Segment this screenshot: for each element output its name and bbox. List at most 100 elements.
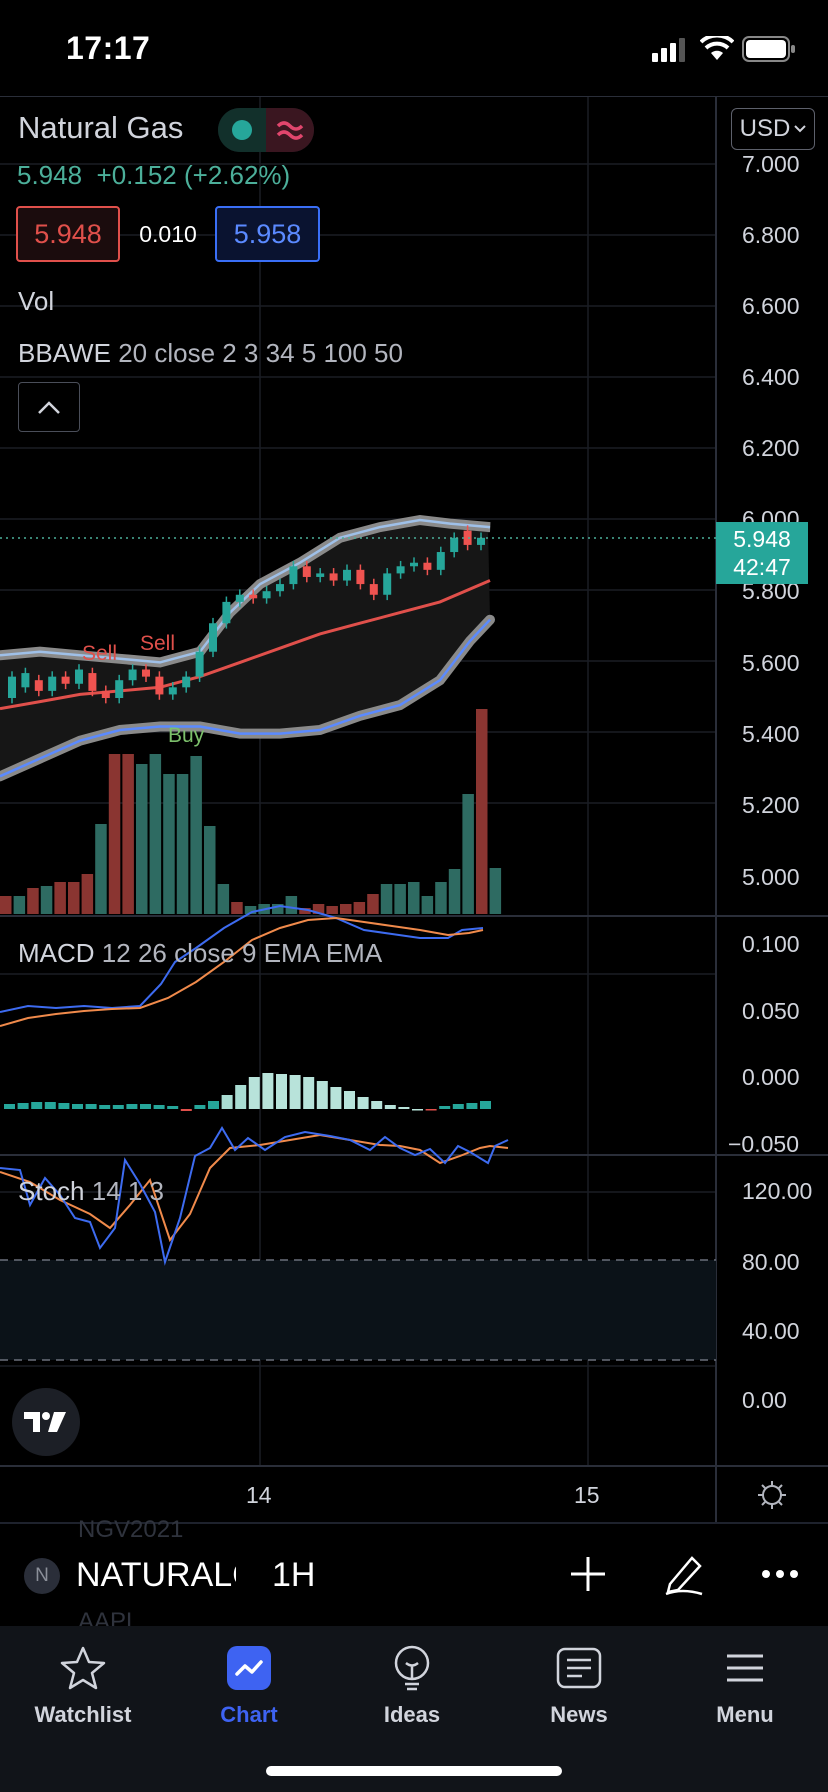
macd-axis-label: −0.050: [728, 1131, 799, 1157]
candle-body: [115, 680, 124, 698]
tab-news[interactable]: News: [496, 1626, 662, 1746]
macd-histogram-bar: [58, 1103, 70, 1109]
tradingview-logo-icon: [24, 1412, 66, 1432]
more-options-icon[interactable]: [760, 1566, 800, 1582]
collapse-legend-button[interactable]: [18, 382, 80, 432]
battery-icon: [742, 36, 795, 62]
candle-body: [88, 673, 97, 691]
stoch-legend[interactable]: Stoch 14 1 3: [18, 1176, 164, 1207]
candle-body: [155, 676, 164, 695]
macd-legend[interactable]: MACD 12 26 close 9 EMA EMA: [18, 938, 382, 969]
macd-histogram-bar: [262, 1073, 274, 1109]
market-status-pill[interactable]: [218, 108, 314, 152]
candle-body: [329, 573, 338, 581]
volume-bar: [353, 902, 366, 914]
volume-bar: [136, 764, 148, 914]
macd-histogram-bar: [330, 1087, 342, 1109]
candle-body: [289, 566, 298, 585]
macd-axis-label: 0.100: [742, 931, 800, 957]
drawing-pen-icon[interactable]: [662, 1552, 706, 1596]
symbol-avatar: N: [24, 1558, 60, 1594]
candle-body: [316, 573, 325, 577]
stoch-axis-label: 0.00: [742, 1387, 787, 1413]
bottom-tab-bar: Watchlist Chart Ideas: [0, 1626, 828, 1792]
tab-menu[interactable]: Menu: [662, 1626, 828, 1746]
bbawe-legend-name: BBAWE: [18, 338, 111, 368]
candle-body: [343, 569, 351, 581]
volume-bar: [0, 896, 12, 914]
bbawe-legend[interactable]: BBAWE 20 close 2 3 34 5 100 50: [18, 338, 403, 369]
price-axis-label: 6.400: [742, 364, 800, 390]
market-open-dot-icon: [232, 120, 252, 140]
macd-histogram-bar: [17, 1103, 29, 1109]
symbol-selector[interactable]: NATURALGAS: [76, 1556, 236, 1594]
macd-histogram-bar: [466, 1103, 478, 1109]
volume-bar: [149, 754, 162, 914]
macd-histogram-bar: [4, 1104, 15, 1109]
symbol-title[interactable]: Natural Gas: [18, 110, 184, 145]
volume-bar: [312, 904, 325, 914]
candle-body: [262, 591, 271, 599]
stoch-axis-label: 80.00: [742, 1249, 800, 1275]
macd-histogram-bar: [316, 1081, 328, 1109]
tab-label: Menu: [716, 1702, 774, 1727]
tradingview-logo[interactable]: [12, 1388, 80, 1456]
tab-chart[interactable]: Chart: [166, 1626, 332, 1746]
volume-bar: [380, 884, 393, 914]
volume-bar: [81, 874, 94, 914]
hamburger-icon: [727, 1654, 763, 1682]
volume-bar: [489, 868, 502, 914]
macd-histogram-bar: [384, 1105, 396, 1109]
last-price-tag: 5.948 42:47: [716, 522, 808, 584]
volume-legend[interactable]: Vol: [18, 286, 54, 317]
candle-body: [396, 566, 405, 574]
volume-bar: [244, 906, 257, 914]
currency-label: USD: [739, 115, 791, 142]
macd-histogram-bar: [412, 1109, 423, 1111]
stoch-k-line: [0, 1126, 509, 1266]
sell-price-button[interactable]: 5.948: [16, 206, 120, 262]
tab-label: News: [550, 1702, 608, 1727]
macd-histogram-bar: [112, 1105, 124, 1109]
volume-bar: [326, 906, 338, 914]
status-time: 17:17: [66, 30, 151, 66]
macd-axis-label: 0.000: [742, 1064, 800, 1090]
macd-histogram-bar: [425, 1109, 437, 1111]
macd-histogram-bar: [452, 1104, 464, 1109]
candle-body: [34, 680, 43, 691]
candle-body: [61, 676, 70, 684]
candle-body: [182, 676, 191, 688]
candle-body: [410, 562, 418, 567]
interval-selector[interactable]: 1H: [272, 1556, 316, 1594]
volume-bar: [54, 882, 66, 914]
buy-price-button[interactable]: 5.958: [215, 206, 320, 262]
macd-histogram-bar: [344, 1091, 355, 1109]
price-axis-label: 7.000: [742, 151, 800, 177]
candle-body: [209, 623, 217, 652]
candle-body: [477, 537, 485, 545]
stoch-legend-name: Stoch: [18, 1176, 85, 1206]
candle-body: [423, 562, 432, 570]
volume-bar: [176, 774, 189, 914]
chart-toolbar: [0, 1522, 828, 1626]
candle-body: [249, 594, 258, 599]
tab-ideas[interactable]: Ideas: [329, 1626, 495, 1746]
basis-line: [0, 579, 491, 711]
plus-icon[interactable]: [568, 1554, 608, 1594]
volume-bar: [163, 774, 175, 914]
candle-body: [101, 690, 110, 698]
settings-gear-icon[interactable]: [757, 1480, 787, 1510]
volume-bar: [108, 754, 121, 914]
wifi-icon: [700, 36, 734, 60]
chart-canvas[interactable]: [0, 96, 828, 1522]
currency-dropdown[interactable]: USD: [731, 108, 815, 150]
candle-body: [450, 537, 459, 553]
macd-histogram-bar: [153, 1105, 165, 1109]
tab-watchlist[interactable]: Watchlist: [0, 1626, 166, 1746]
volume-bar: [448, 869, 461, 914]
macd-histogram-bar: [371, 1101, 383, 1109]
macd-histogram-bar: [276, 1074, 287, 1109]
macd-line: [0, 904, 484, 1013]
last-price-value: 5.948: [733, 526, 791, 552]
tab-label: Ideas: [383, 1702, 441, 1727]
